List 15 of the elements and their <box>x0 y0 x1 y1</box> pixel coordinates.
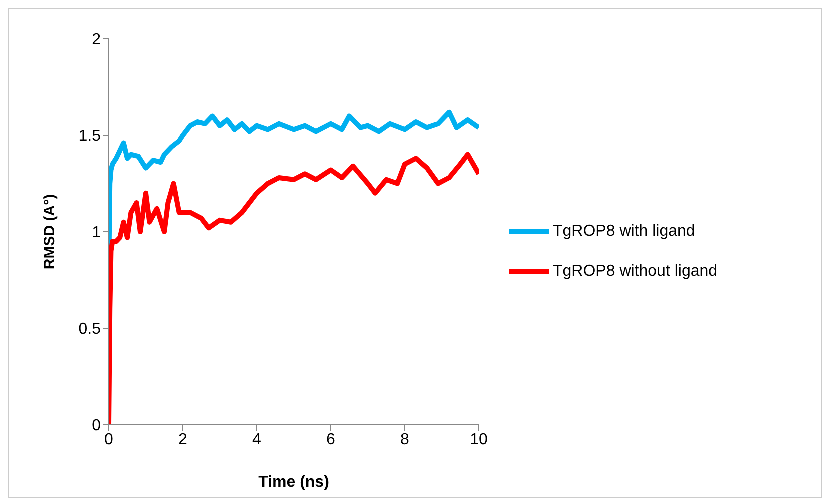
y-tick-label: 0 <box>92 418 102 435</box>
x-tick-label: 6 <box>326 431 336 448</box>
x-tick-label: 2 <box>178 431 188 448</box>
legend-label: TgROP8 without ligand <box>553 263 718 280</box>
x-tick-label: 8 <box>400 431 410 448</box>
y-axis-title: RMSD (A°) <box>41 194 58 270</box>
y-tick-label: 1.5 <box>78 128 102 146</box>
legend-label: TgROP8 with ligand <box>553 223 696 240</box>
x-tick-label: 0 <box>104 431 114 448</box>
x-axis-title: Time (ns) <box>258 474 330 491</box>
y-tick-label: 2 <box>92 32 102 49</box>
y-tick-label: 0.5 <box>78 321 102 338</box>
y-tick-label: 1 <box>92 224 102 242</box>
x-tick-label: 4 <box>252 431 262 448</box>
x-tick-label: 10 <box>470 431 488 448</box>
